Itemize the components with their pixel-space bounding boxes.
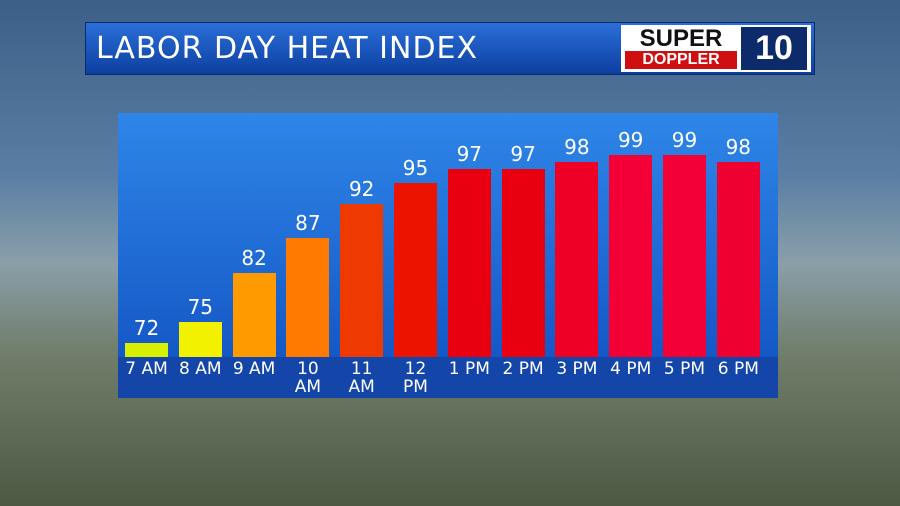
x-tick-label: 2 PM [502, 359, 544, 379]
x-tick-label: 10 AM [294, 359, 322, 397]
bar [178, 322, 222, 357]
bar [286, 238, 330, 357]
x-tick-label: 11 AM [348, 359, 375, 397]
x-tick-label: 3 PM [556, 359, 598, 379]
x-tick-label: 5 PM [663, 359, 706, 379]
value-label: 75 [187, 295, 214, 320]
x-tick-label: 6 PM [717, 359, 759, 379]
bar [232, 273, 276, 357]
x-tick-label: 12 PM [403, 359, 428, 397]
value-label: 72 [133, 316, 160, 341]
value-label: 82 [241, 246, 267, 271]
bar [340, 203, 384, 357]
logo: SUPER DOPPLER 10 [621, 25, 811, 72]
chart-panel: 72 7 AM 75 8 AM 82 9 AM 87 10 AM 92 11 AM 95 12 PM 9… [118, 113, 778, 398]
value-label: 98 [564, 134, 590, 159]
bar [555, 161, 599, 357]
value-label: 97 [510, 141, 536, 166]
bar [447, 168, 491, 357]
bar [394, 182, 437, 357]
logo-text: DOPPLER [625, 51, 737, 69]
x-tick-label: 8 AM [179, 359, 222, 379]
label-strip [118, 357, 778, 398]
bar [663, 154, 706, 357]
bar [125, 343, 168, 357]
x-tick-label: 4 PM [610, 359, 652, 379]
logo-text: SUPER [639, 25, 723, 52]
value-label: 99 [617, 127, 644, 152]
bar [501, 168, 545, 357]
value-label: 95 [402, 155, 429, 180]
title-bar: LABOR DAY HEAT INDEX SUPER DOPPLER 10 [85, 22, 815, 75]
x-tick-label: 9 AM [232, 359, 276, 379]
logo-number: 10 [741, 27, 807, 70]
bar [609, 154, 653, 357]
value-label: 99 [671, 127, 698, 152]
value-label: 87 [295, 211, 321, 236]
value-label: 98 [725, 134, 752, 159]
x-tick-label: 1 PM [448, 359, 490, 379]
value-label: 97 [456, 141, 483, 166]
x-tick-label: 7 AM [125, 359, 168, 379]
chart-title: LABOR DAY HEAT INDEX [96, 31, 479, 66]
bar [716, 161, 760, 357]
value-label: 92 [348, 176, 375, 201]
